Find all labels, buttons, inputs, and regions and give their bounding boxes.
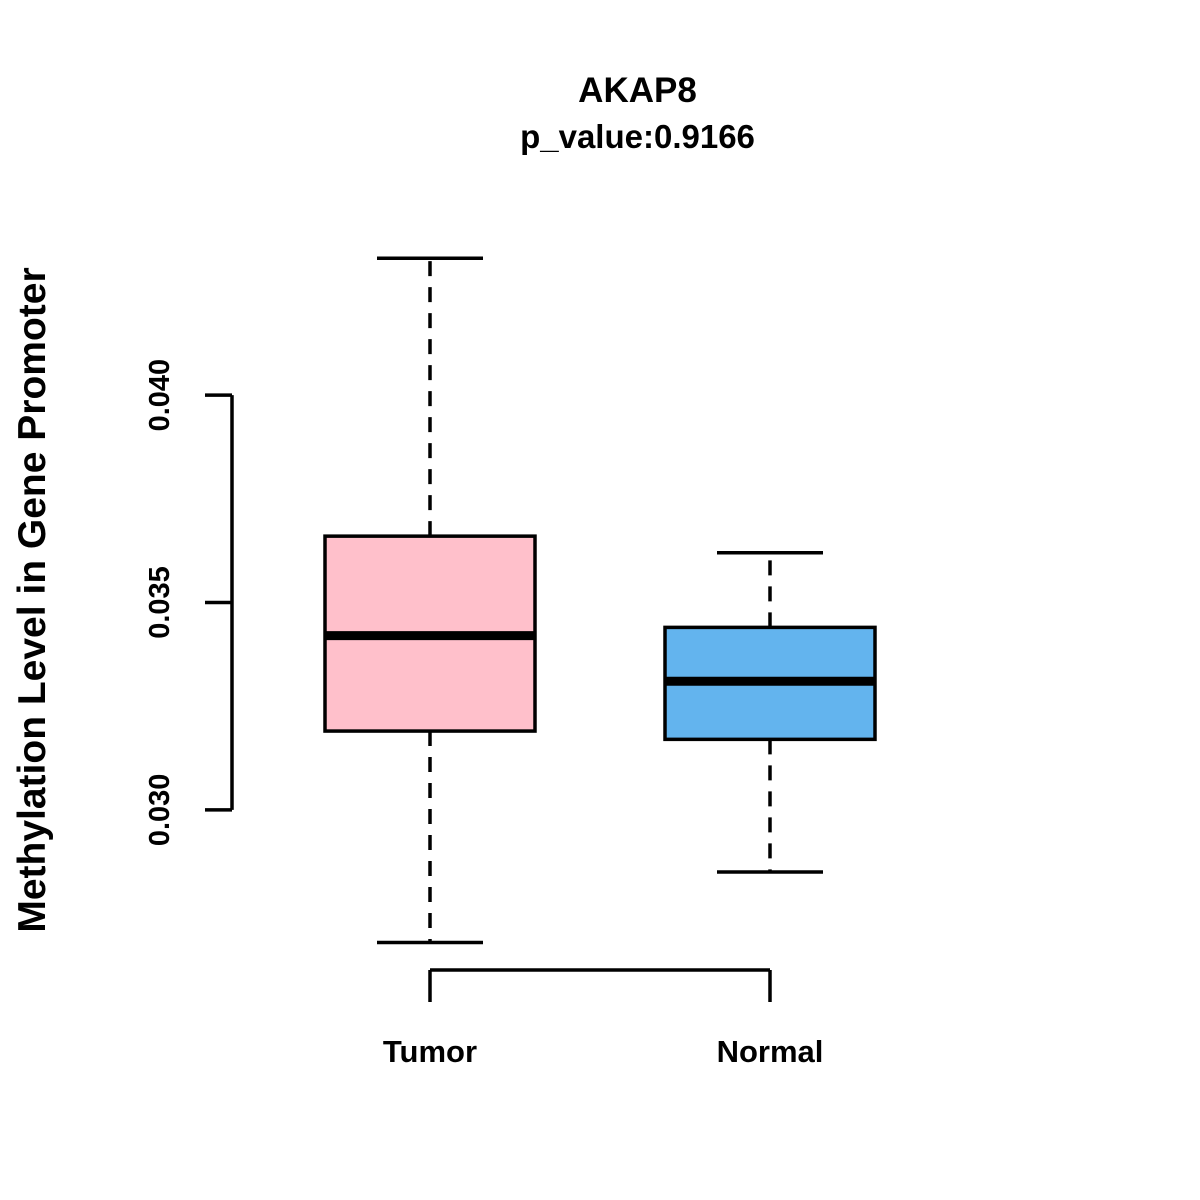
chart-title-block: AKAP8 p_value:0.9166 <box>205 71 1070 155</box>
category-label: Normal <box>717 1034 824 1069</box>
category-label: Tumor <box>383 1034 477 1069</box>
y-tick-label: 0.040 <box>144 359 176 432</box>
y-tick-label: 0.035 <box>144 566 176 639</box>
y-tick-label: 0.030 <box>144 774 176 847</box>
chart-title: AKAP8 <box>578 71 697 110</box>
chart-subtitle: p_value:0.9166 <box>520 117 755 155</box>
